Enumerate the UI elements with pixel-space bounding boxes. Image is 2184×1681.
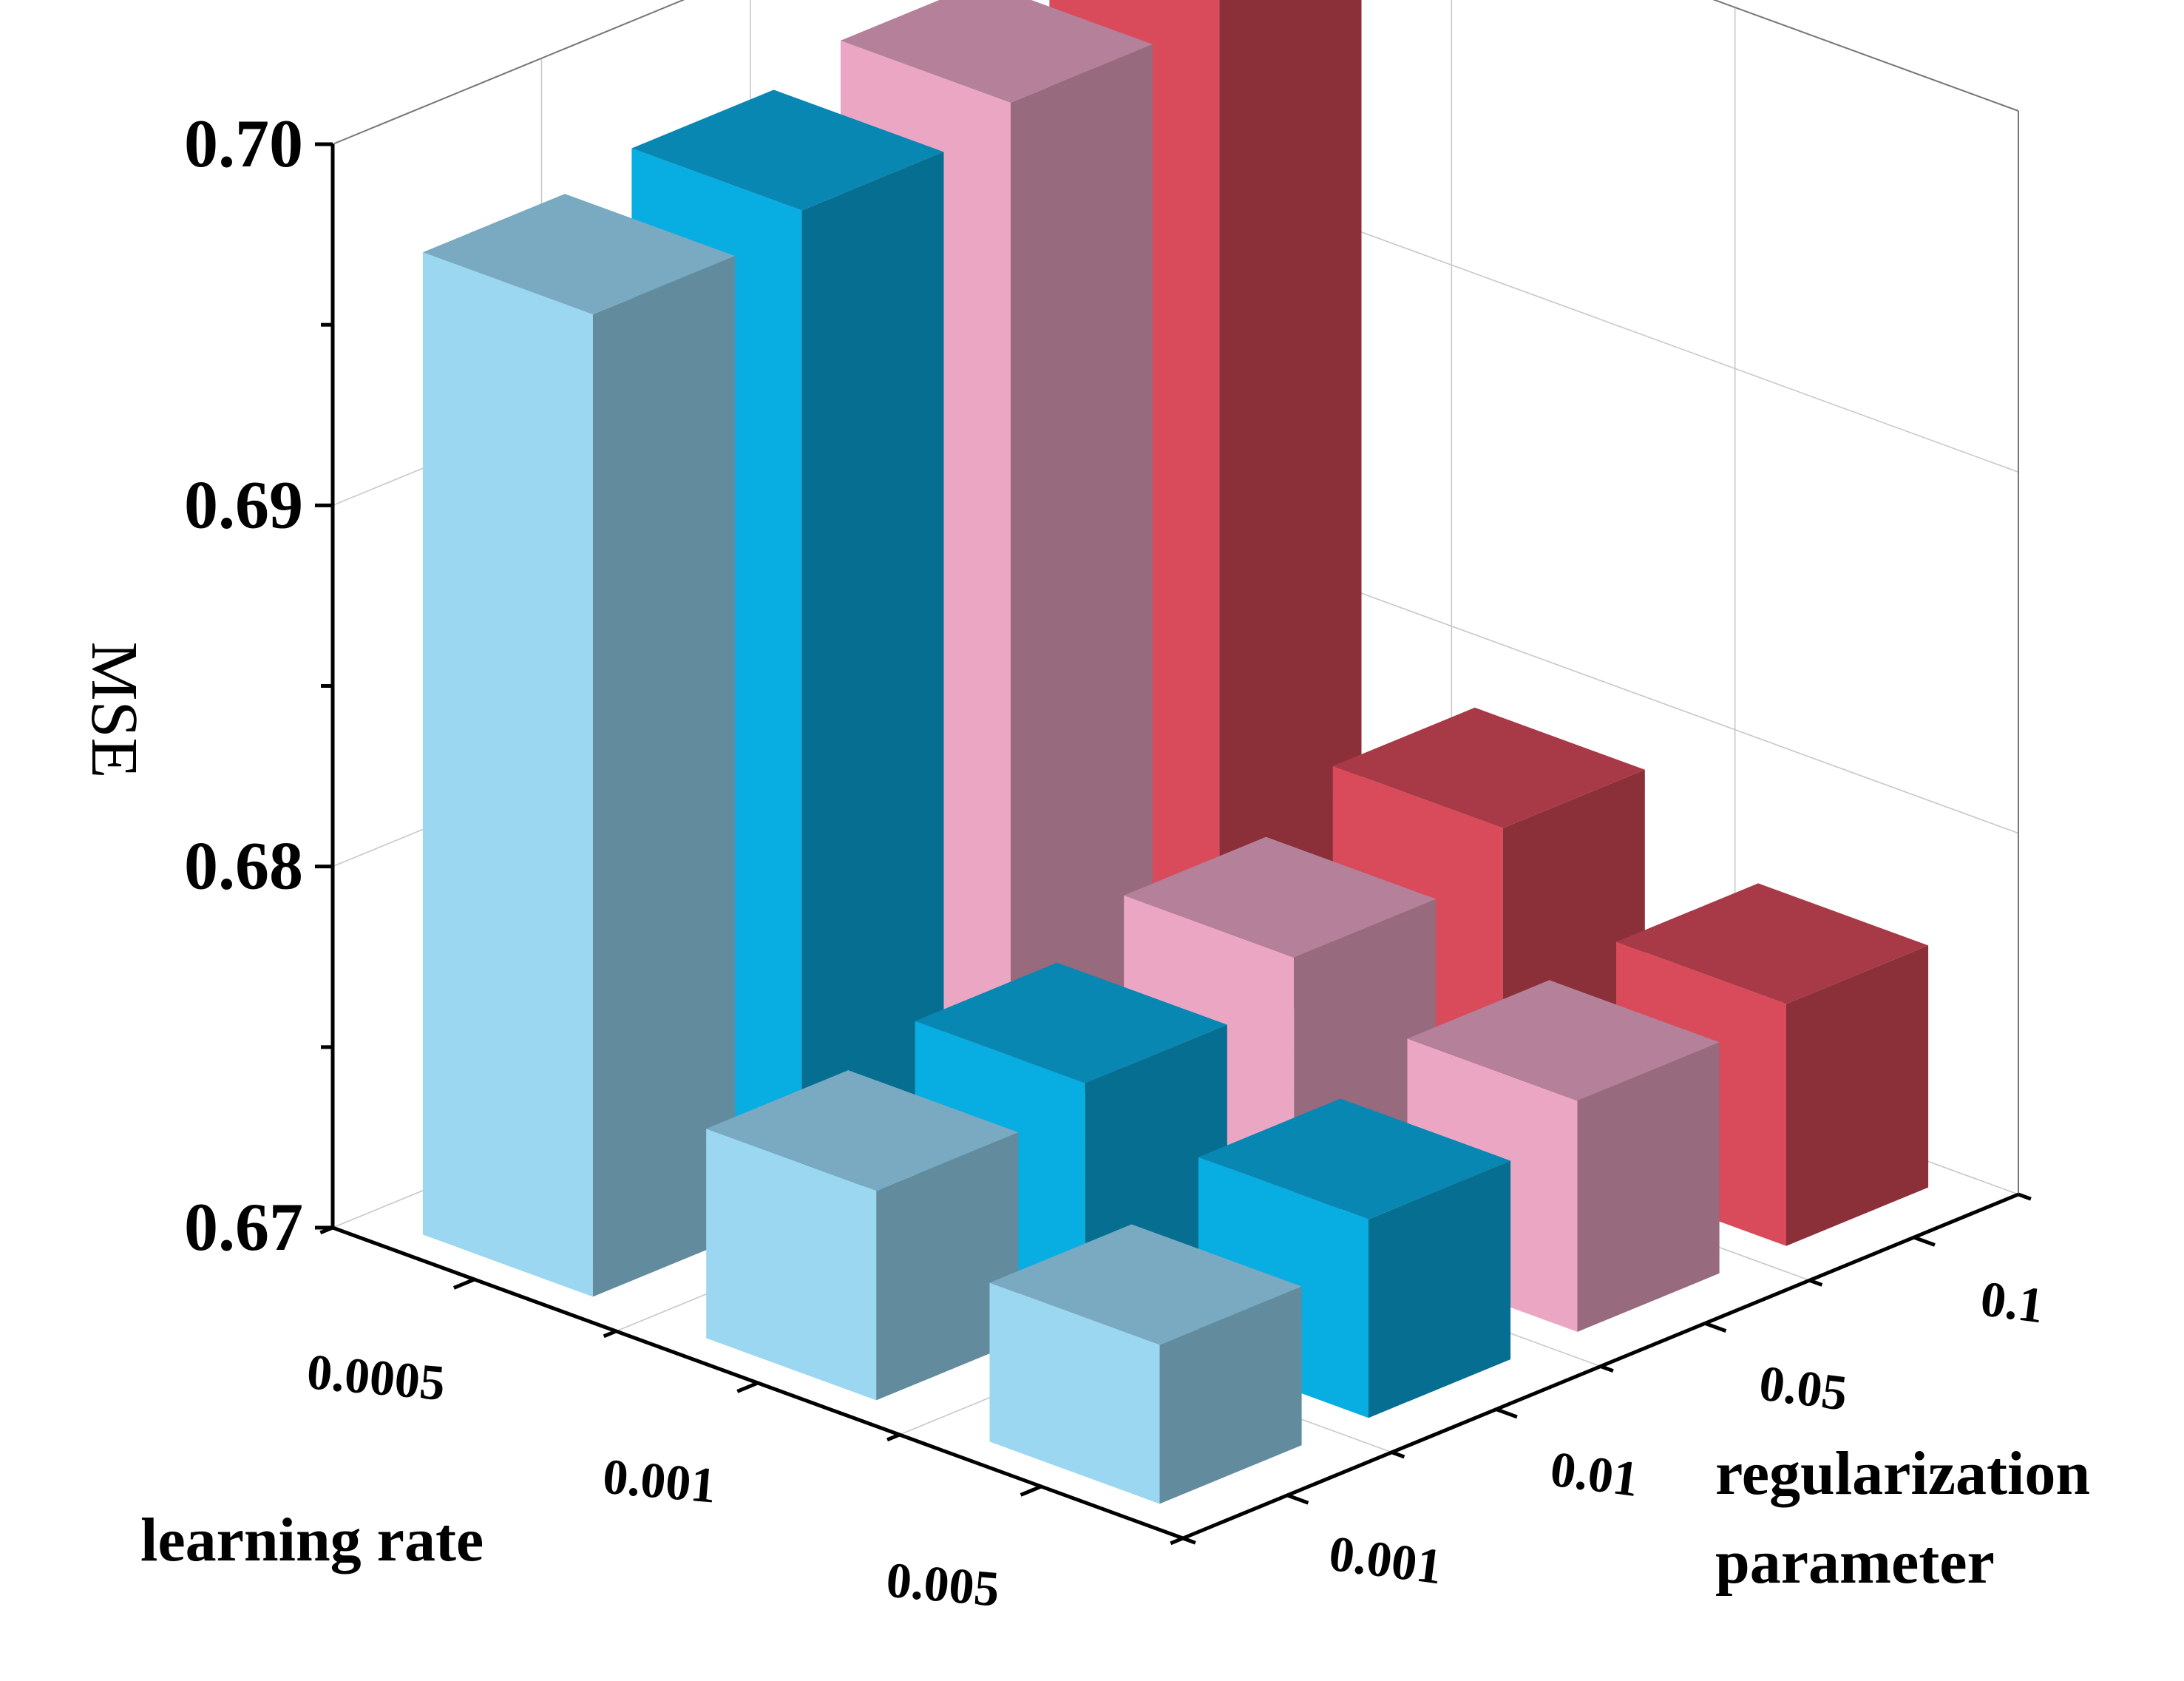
x-axis-tick: [1020, 1484, 1042, 1497]
x-axis-tick: [603, 1329, 617, 1339]
x-axis-tick: [319, 1225, 333, 1235]
y-axis-tick: [1182, 1536, 1196, 1545]
bar-front-face: [422, 252, 593, 1297]
y-axis-tick: [1286, 1493, 1309, 1505]
bar-top-face: [631, 89, 944, 211]
bar-top-face: [1124, 836, 1437, 958]
z-tick-label: 0.70: [184, 106, 303, 181]
z-tick-label: 0.67: [184, 1189, 303, 1265]
bar-top-face: [706, 1070, 1019, 1191]
y-axis-tick: [1495, 1407, 1518, 1419]
x-tick-label: 0.0005: [305, 1343, 447, 1411]
bar-side-face: [592, 256, 735, 1297]
bar-front-face: [989, 1282, 1160, 1504]
x-axis-tick: [886, 1433, 901, 1442]
x-axis-tick: [1170, 1536, 1184, 1546]
y-axis-tick: [1600, 1364, 1614, 1373]
z-tick-label: 0.69: [184, 467, 303, 542]
bar-top-face: [1407, 980, 1720, 1101]
y-tick-label: 0.001: [1326, 1525, 1445, 1595]
grid-frame-edge: [332, 0, 685, 145]
y-tick-label: 0.01: [1547, 1441, 1642, 1507]
y-axis-tick: [1704, 1322, 1727, 1333]
bar: [706, 1070, 1019, 1401]
bar-top-face: [1616, 883, 1929, 1004]
bar: [422, 194, 735, 1297]
bar-side-face: [801, 152, 944, 1211]
bar-side-face: [1577, 1042, 1720, 1332]
bar-top-face: [915, 962, 1227, 1083]
bar-front-face: [706, 1129, 877, 1401]
bar-side-face: [1369, 1160, 1511, 1418]
x-axis-tick: [736, 1381, 759, 1393]
bar-side-face: [1159, 1286, 1302, 1504]
chart-axes: [315, 142, 2032, 1546]
grid-frame-edge: [1712, 0, 2019, 112]
y-axis-tick: [2018, 1192, 2032, 1201]
bar-top-face: [989, 1224, 1302, 1345]
y-tick-label: 0.1: [1978, 1270, 2047, 1333]
y-axis-title-line2: parameter: [1715, 1528, 1995, 1597]
y-axis-title-line1: regularization: [1715, 1439, 2090, 1508]
bar-side-face: [1010, 44, 1153, 1125]
chart-bars: [422, 0, 1929, 1504]
bar-top-face: [422, 194, 735, 315]
bar-side-face: [1219, 0, 1362, 1039]
bar-top-face: [1198, 1098, 1511, 1220]
z-axis-title: MSE: [78, 641, 151, 778]
chart-labels: 0.67 0.68 0.69 0.70 MSE 0.0005 0.001 0.005 learn…: [78, 106, 2090, 1617]
x-tick-label: 0.005: [884, 1552, 1002, 1617]
x-tick-label: 0.001: [600, 1448, 718, 1514]
y-axis-tick: [1913, 1235, 1936, 1247]
x-axis-title: learning rate: [140, 1506, 484, 1575]
z-tick-label: 0.68: [184, 828, 303, 904]
bar-top-face: [1332, 707, 1645, 828]
y-axis-tick: [1391, 1450, 1405, 1459]
bar-side-face: [876, 1132, 1019, 1401]
bar: [989, 1224, 1302, 1504]
bar-side-face: [1786, 945, 1929, 1246]
y-tick-label: 0.05: [1756, 1354, 1851, 1421]
x-axis-tick: [452, 1277, 475, 1290]
bar-top-face: [840, 0, 1153, 103]
y-axis-tick: [1808, 1278, 1823, 1287]
